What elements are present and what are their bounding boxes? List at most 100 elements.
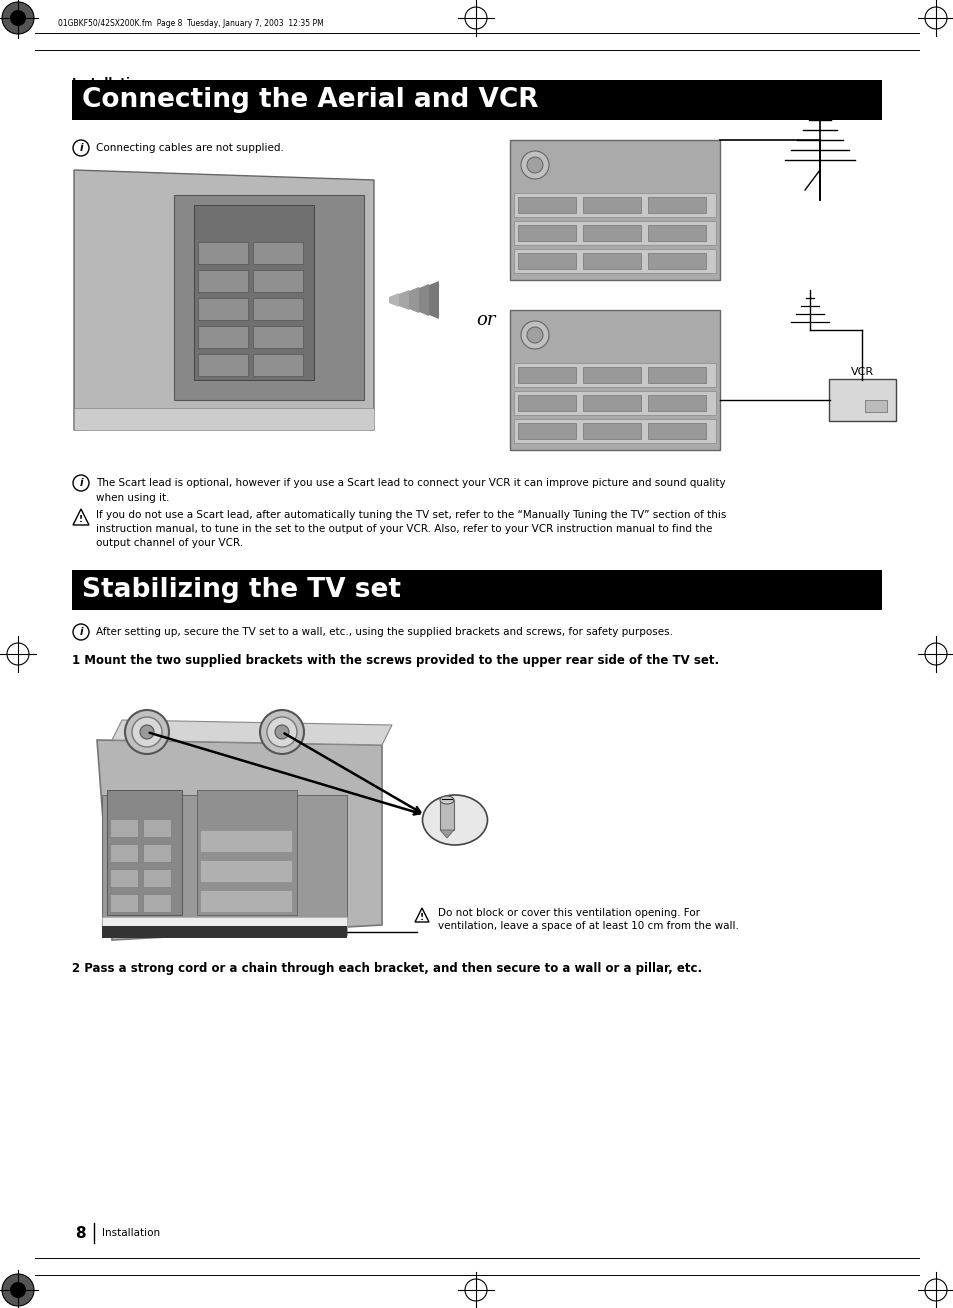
FancyBboxPatch shape bbox=[253, 269, 303, 292]
FancyBboxPatch shape bbox=[514, 391, 716, 415]
Text: i: i bbox=[79, 627, 83, 637]
FancyBboxPatch shape bbox=[517, 225, 576, 241]
FancyBboxPatch shape bbox=[514, 419, 716, 443]
Circle shape bbox=[2, 3, 34, 34]
Circle shape bbox=[526, 327, 542, 343]
Ellipse shape bbox=[439, 797, 454, 804]
Text: ventilation, leave a space of at least 10 cm from the wall.: ventilation, leave a space of at least 1… bbox=[437, 921, 739, 931]
FancyBboxPatch shape bbox=[198, 269, 248, 292]
Circle shape bbox=[274, 725, 289, 739]
FancyBboxPatch shape bbox=[198, 298, 248, 320]
FancyBboxPatch shape bbox=[582, 225, 640, 241]
FancyBboxPatch shape bbox=[107, 790, 182, 916]
Circle shape bbox=[520, 320, 548, 349]
Circle shape bbox=[73, 624, 89, 640]
Ellipse shape bbox=[422, 795, 487, 845]
FancyBboxPatch shape bbox=[110, 893, 138, 912]
Circle shape bbox=[520, 150, 548, 179]
Polygon shape bbox=[429, 281, 438, 319]
FancyBboxPatch shape bbox=[582, 198, 640, 213]
Text: 01GBKF50/42SX200K.fm  Page 8  Tuesday, January 7, 2003  12:35 PM: 01GBKF50/42SX200K.fm Page 8 Tuesday, Jan… bbox=[58, 18, 323, 27]
Text: If you do not use a Scart lead, after automatically tuning the TV set, refer to : If you do not use a Scart lead, after au… bbox=[96, 510, 725, 521]
FancyBboxPatch shape bbox=[582, 252, 640, 269]
Circle shape bbox=[2, 1274, 34, 1305]
FancyBboxPatch shape bbox=[198, 326, 248, 348]
FancyBboxPatch shape bbox=[647, 395, 705, 411]
Text: !: ! bbox=[419, 913, 424, 922]
Polygon shape bbox=[418, 284, 429, 317]
Text: i: i bbox=[79, 477, 83, 488]
Circle shape bbox=[267, 717, 296, 747]
FancyBboxPatch shape bbox=[514, 364, 716, 387]
FancyBboxPatch shape bbox=[74, 408, 374, 430]
FancyBboxPatch shape bbox=[110, 869, 138, 887]
FancyBboxPatch shape bbox=[517, 368, 576, 383]
Text: Connecting cables are not supplied.: Connecting cables are not supplied. bbox=[96, 143, 284, 153]
FancyBboxPatch shape bbox=[143, 869, 171, 887]
Text: 8: 8 bbox=[75, 1226, 86, 1240]
Text: Connecting the Aerial and VCR: Connecting the Aerial and VCR bbox=[82, 88, 537, 112]
Circle shape bbox=[73, 140, 89, 156]
FancyBboxPatch shape bbox=[200, 831, 292, 852]
FancyBboxPatch shape bbox=[193, 205, 314, 381]
Text: 2 Pass a strong cord or a chain through each bracket, and then secure to a wall : 2 Pass a strong cord or a chain through … bbox=[71, 961, 701, 974]
Text: VCR: VCR bbox=[849, 368, 873, 377]
FancyBboxPatch shape bbox=[173, 195, 364, 400]
FancyBboxPatch shape bbox=[510, 310, 720, 450]
FancyBboxPatch shape bbox=[102, 926, 347, 938]
FancyBboxPatch shape bbox=[514, 249, 716, 273]
Polygon shape bbox=[97, 740, 381, 940]
Text: when using it.: when using it. bbox=[96, 493, 170, 504]
FancyBboxPatch shape bbox=[828, 379, 895, 421]
Text: Installation: Installation bbox=[71, 77, 147, 90]
FancyBboxPatch shape bbox=[198, 354, 248, 375]
Text: Do not block or cover this ventilation opening. For: Do not block or cover this ventilation o… bbox=[437, 908, 700, 918]
FancyBboxPatch shape bbox=[110, 819, 138, 837]
FancyBboxPatch shape bbox=[200, 889, 292, 912]
FancyBboxPatch shape bbox=[514, 221, 716, 245]
FancyBboxPatch shape bbox=[517, 198, 576, 213]
Circle shape bbox=[260, 710, 304, 753]
FancyBboxPatch shape bbox=[253, 242, 303, 264]
FancyBboxPatch shape bbox=[102, 795, 347, 935]
Text: !: ! bbox=[79, 514, 83, 523]
Circle shape bbox=[10, 10, 26, 26]
Circle shape bbox=[132, 717, 162, 747]
Text: Stabilizing the TV set: Stabilizing the TV set bbox=[82, 577, 400, 603]
Polygon shape bbox=[73, 509, 89, 525]
Polygon shape bbox=[398, 290, 409, 310]
Text: The Scart lead is optional, however if you use a Scart lead to connect your VCR : The Scart lead is optional, however if y… bbox=[96, 477, 725, 488]
FancyBboxPatch shape bbox=[71, 80, 882, 120]
Text: instruction manual, to tune in the set to the output of your VCR. Also, refer to: instruction manual, to tune in the set t… bbox=[96, 525, 712, 534]
FancyBboxPatch shape bbox=[510, 140, 720, 280]
Polygon shape bbox=[74, 170, 374, 430]
FancyBboxPatch shape bbox=[864, 400, 886, 412]
Text: or: or bbox=[476, 311, 496, 330]
Text: i: i bbox=[79, 143, 83, 153]
Circle shape bbox=[73, 475, 89, 490]
FancyBboxPatch shape bbox=[198, 242, 248, 264]
Polygon shape bbox=[389, 293, 398, 307]
FancyBboxPatch shape bbox=[517, 395, 576, 411]
FancyBboxPatch shape bbox=[582, 422, 640, 439]
FancyBboxPatch shape bbox=[143, 819, 171, 837]
FancyBboxPatch shape bbox=[647, 368, 705, 383]
FancyBboxPatch shape bbox=[253, 298, 303, 320]
FancyBboxPatch shape bbox=[647, 422, 705, 439]
FancyBboxPatch shape bbox=[647, 252, 705, 269]
FancyBboxPatch shape bbox=[102, 917, 347, 935]
Circle shape bbox=[125, 710, 169, 753]
FancyBboxPatch shape bbox=[200, 859, 292, 882]
FancyBboxPatch shape bbox=[110, 844, 138, 862]
Text: Installation: Installation bbox=[102, 1228, 160, 1237]
FancyBboxPatch shape bbox=[253, 326, 303, 348]
FancyBboxPatch shape bbox=[647, 225, 705, 241]
FancyBboxPatch shape bbox=[143, 893, 171, 912]
FancyBboxPatch shape bbox=[517, 422, 576, 439]
Polygon shape bbox=[415, 908, 429, 922]
FancyBboxPatch shape bbox=[647, 198, 705, 213]
Text: After setting up, secure the TV set to a wall, etc., using the supplied brackets: After setting up, secure the TV set to a… bbox=[96, 627, 672, 637]
FancyBboxPatch shape bbox=[196, 790, 296, 916]
Polygon shape bbox=[112, 719, 392, 746]
FancyBboxPatch shape bbox=[582, 368, 640, 383]
